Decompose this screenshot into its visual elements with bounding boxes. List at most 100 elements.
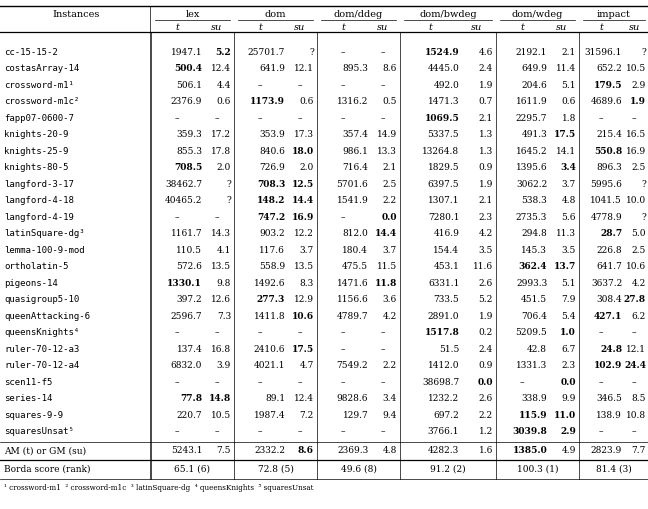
Text: 13.7: 13.7 bbox=[554, 262, 576, 271]
Text: crossword-m1¹: crossword-m1¹ bbox=[4, 81, 74, 90]
Text: 0.0: 0.0 bbox=[561, 378, 576, 387]
Text: 2.4: 2.4 bbox=[479, 345, 493, 354]
Text: 1471.6: 1471.6 bbox=[336, 279, 368, 288]
Text: pigeons-14: pigeons-14 bbox=[4, 279, 58, 288]
Text: 89.1: 89.1 bbox=[265, 394, 285, 403]
Text: 13.3: 13.3 bbox=[377, 147, 397, 156]
Text: 1232.2: 1232.2 bbox=[428, 394, 459, 403]
Text: 1517.8: 1517.8 bbox=[424, 328, 459, 337]
Text: –: – bbox=[214, 213, 219, 222]
Text: 4.6: 4.6 bbox=[479, 48, 493, 56]
Text: 357.4: 357.4 bbox=[342, 130, 368, 139]
Text: 855.3: 855.3 bbox=[176, 147, 202, 156]
Text: 2410.6: 2410.6 bbox=[254, 345, 285, 354]
Text: 812.0: 812.0 bbox=[343, 229, 368, 238]
Text: 129.7: 129.7 bbox=[343, 411, 368, 420]
Text: 572.6: 572.6 bbox=[176, 262, 202, 271]
Text: squares-9-9: squares-9-9 bbox=[4, 411, 63, 420]
Text: 1.9: 1.9 bbox=[479, 81, 493, 90]
Text: –: – bbox=[175, 378, 179, 387]
Text: 3.6: 3.6 bbox=[383, 295, 397, 304]
Text: 3062.2: 3062.2 bbox=[516, 180, 547, 189]
Text: 416.9: 416.9 bbox=[434, 229, 459, 238]
Text: 12.6: 12.6 bbox=[211, 295, 231, 304]
Text: t: t bbox=[258, 22, 262, 32]
Text: 4.8: 4.8 bbox=[382, 446, 397, 455]
Text: 2823.9: 2823.9 bbox=[591, 446, 622, 455]
Text: 24.4: 24.4 bbox=[624, 361, 646, 370]
Text: 14.1: 14.1 bbox=[556, 147, 576, 156]
Text: 180.4: 180.4 bbox=[342, 246, 368, 254]
Text: 220.7: 220.7 bbox=[177, 411, 202, 420]
Text: 1411.8: 1411.8 bbox=[253, 312, 285, 321]
Text: dom/bwdeg: dom/bwdeg bbox=[419, 10, 477, 18]
Text: 649.9: 649.9 bbox=[522, 64, 547, 73]
Text: –: – bbox=[599, 114, 603, 123]
Text: 5995.6: 5995.6 bbox=[590, 180, 622, 189]
Text: 16.9: 16.9 bbox=[626, 147, 646, 156]
Text: t: t bbox=[520, 22, 524, 32]
Text: 6.7: 6.7 bbox=[562, 345, 576, 354]
Text: 5.6: 5.6 bbox=[562, 213, 576, 222]
Text: impact: impact bbox=[597, 10, 631, 18]
Text: 10.6: 10.6 bbox=[292, 312, 314, 321]
Text: series-14: series-14 bbox=[4, 394, 52, 403]
Text: Borda score (rank): Borda score (rank) bbox=[4, 465, 91, 474]
Text: 5209.5: 5209.5 bbox=[515, 328, 547, 337]
Text: 0.6: 0.6 bbox=[216, 97, 231, 106]
Text: 903.2: 903.2 bbox=[260, 229, 285, 238]
Text: 1.3: 1.3 bbox=[479, 147, 493, 156]
Text: 2.6: 2.6 bbox=[479, 279, 493, 288]
Text: 3.7: 3.7 bbox=[562, 180, 576, 189]
Text: 2.3: 2.3 bbox=[562, 361, 576, 370]
Text: 17.5: 17.5 bbox=[292, 345, 314, 354]
Text: 110.5: 110.5 bbox=[176, 246, 202, 254]
Text: –: – bbox=[380, 48, 385, 56]
Text: ?: ? bbox=[226, 180, 231, 189]
Text: 10.5: 10.5 bbox=[626, 64, 646, 73]
Text: 1385.0: 1385.0 bbox=[513, 446, 547, 455]
Text: 13.5: 13.5 bbox=[294, 262, 314, 271]
Text: 24.8: 24.8 bbox=[600, 345, 622, 354]
Text: ?: ? bbox=[642, 180, 646, 189]
Text: 1316.2: 1316.2 bbox=[337, 97, 368, 106]
Text: 72.8 (5): 72.8 (5) bbox=[257, 465, 294, 474]
Text: 895.3: 895.3 bbox=[342, 64, 368, 73]
Text: ¹ crossword-m1  ² crossword-m1c  ³ latinSquare-dg  ⁴ queensKnights  ⁵ squaresUns: ¹ crossword-m1 ² crossword-m1c ³ latinSq… bbox=[4, 484, 314, 492]
Text: 17.2: 17.2 bbox=[211, 130, 231, 139]
Text: 115.9: 115.9 bbox=[518, 411, 547, 420]
Text: 4445.0: 4445.0 bbox=[428, 64, 459, 73]
Text: –: – bbox=[258, 114, 262, 123]
Text: 338.9: 338.9 bbox=[522, 394, 547, 403]
Text: –: – bbox=[297, 114, 302, 123]
Text: 308.4: 308.4 bbox=[596, 295, 622, 304]
Text: queensKnights⁴: queensKnights⁴ bbox=[4, 328, 79, 337]
Text: 1156.6: 1156.6 bbox=[336, 295, 368, 304]
Text: 3.7: 3.7 bbox=[300, 246, 314, 254]
Text: –: – bbox=[297, 378, 302, 387]
Text: 427.1: 427.1 bbox=[594, 312, 622, 321]
Text: su: su bbox=[629, 22, 640, 32]
Text: 558.9: 558.9 bbox=[259, 262, 285, 271]
Text: 2596.7: 2596.7 bbox=[170, 312, 202, 321]
Text: –: – bbox=[632, 328, 636, 337]
Text: 204.6: 204.6 bbox=[522, 81, 547, 90]
Text: 4.2: 4.2 bbox=[383, 312, 397, 321]
Text: 137.4: 137.4 bbox=[176, 345, 202, 354]
Text: 4.2: 4.2 bbox=[632, 279, 646, 288]
Text: 294.8: 294.8 bbox=[522, 229, 547, 238]
Text: su: su bbox=[294, 22, 305, 32]
Text: su: su bbox=[377, 22, 388, 32]
Text: –: – bbox=[341, 48, 345, 56]
Text: 3637.2: 3637.2 bbox=[591, 279, 622, 288]
Text: –: – bbox=[175, 213, 179, 222]
Text: 4282.3: 4282.3 bbox=[428, 446, 459, 455]
Text: 2.5: 2.5 bbox=[632, 163, 646, 172]
Text: 25701.7: 25701.7 bbox=[248, 48, 285, 56]
Text: ?: ? bbox=[642, 213, 646, 222]
Text: 5701.6: 5701.6 bbox=[336, 180, 368, 189]
Text: 451.5: 451.5 bbox=[521, 295, 547, 304]
Text: 706.4: 706.4 bbox=[522, 312, 547, 321]
Text: 11.5: 11.5 bbox=[376, 262, 397, 271]
Text: 896.3: 896.3 bbox=[596, 163, 622, 172]
